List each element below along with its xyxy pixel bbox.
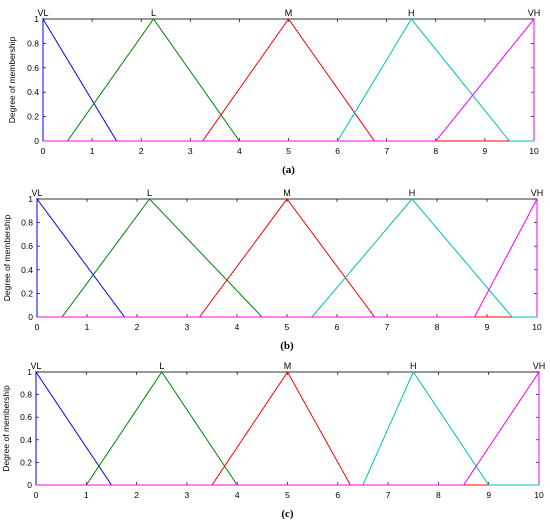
x-tick-label: 6 [335,146,340,156]
series-label-l: L [151,8,156,18]
series-line-vh [43,17,535,142]
y-tick-label: 0 [27,480,32,490]
y-tick-label: 0.4 [21,265,33,275]
x-tick-label: 7 [386,490,391,500]
series-label-vl: VL [37,8,48,18]
chart-panel-3: 0 1 2 3 4 5 6 7 8 9 10 0 0.2 0.4 0.6 0.8 1 Degree of memb… [1,361,545,520]
series-label-vl: VL [31,188,42,198]
x-tick-label: 0 [34,490,39,500]
series-line-m [36,371,539,486]
x-tick-label: 2 [139,146,144,156]
series-line-vh [36,370,540,486]
panel-label: (a) [282,164,295,176]
y-tick-label: 0.6 [27,63,39,73]
y-tick-label: 0.6 [20,412,32,422]
series-line-vh [37,198,538,318]
x-tick-label: 4 [237,146,242,156]
y-tick-label: 0.4 [20,435,32,445]
chart-panel-2: 0 1 2 3 4 5 6 7 8 9 10 0 0.2 0.4 0.6 0.8 1 Degree of memb… [2,188,543,352]
y-tick-label: 0.8 [20,390,32,400]
x-tick-label: 10 [532,322,542,332]
series-label-m: M [284,361,292,371]
series-label-m: M [283,188,291,198]
series-label-l: L [159,361,164,371]
y-tick-label: 0.2 [27,112,39,122]
x-tick-label: 5 [285,322,290,332]
y-axis-label: Degree of membership [7,37,17,124]
x-tick-label: 6 [335,322,340,332]
series-label-vl: VL [30,361,41,371]
x-tick-label: 2 [134,490,139,500]
y-tick-label: 0.2 [20,457,32,467]
x-tick-label: 3 [185,322,190,332]
series-line-l [36,371,539,486]
chart-panel-1: 0 1 2 3 4 5 6 7 8 9 10 0 0.2 0.4 0.6 0.8 1 Degree of memb… [7,8,540,176]
y-tick-label: 0 [28,312,33,322]
series-label-h: H [410,361,417,371]
series-line-vl [35,370,539,486]
x-tick-label: 10 [534,490,544,500]
y-axis-label: Degree of membership [1,385,11,472]
series-label-vh: VH [533,361,546,371]
y-tick-label: 0 [34,136,39,146]
x-tick-label: 0 [41,146,46,156]
y-tick-label: 0.8 [21,218,33,228]
y-tick-label: 0.2 [21,288,33,298]
y-tick-label: 0.6 [21,241,33,251]
series-label-vh: VH [531,188,544,198]
plot-frame [35,371,540,486]
x-tick-label: 1 [90,146,95,156]
x-tick-label: 8 [433,146,438,156]
series-label-m: M [285,8,293,18]
x-tick-label: 5 [286,146,291,156]
series-label-h: H [408,8,415,18]
x-tick-label: 5 [285,490,290,500]
x-tick-label: 9 [485,322,490,332]
y-tick-label: 1 [28,194,33,204]
x-tick-label: 6 [335,490,340,500]
series-label-h: H [409,188,416,198]
x-tick-label: 2 [135,322,140,332]
y-tick-label: 0.8 [27,38,39,48]
x-tick-label: 3 [185,490,190,500]
panel-label: (c) [281,508,294,520]
x-tick-label: 7 [385,322,390,332]
series-line-h [37,198,537,318]
y-tick-label: 0.4 [27,87,39,97]
x-tick-label: 1 [84,490,89,500]
x-tick-label: 8 [436,490,441,500]
x-tick-label: 1 [85,322,90,332]
x-tick-label: 8 [435,322,440,332]
y-tick-label: 1 [27,367,32,377]
x-tick-label: 4 [235,322,240,332]
y-tick-label: 1 [34,14,39,24]
x-tick-label: 4 [235,490,240,500]
series-line-h [36,370,539,486]
x-tick-label: 3 [188,146,193,156]
y-axis-label: Degree of membership [2,215,12,302]
panel-label: (b) [280,340,294,352]
x-tick-label: 9 [483,146,488,156]
x-tick-label: 7 [384,146,389,156]
series-label-vh: VH [528,8,541,18]
x-tick-label: 9 [486,490,491,500]
series-label-l: L [147,188,152,198]
x-tick-label: 0 [35,322,40,332]
series-line-h [43,18,534,142]
x-tick-label: 10 [529,146,539,156]
